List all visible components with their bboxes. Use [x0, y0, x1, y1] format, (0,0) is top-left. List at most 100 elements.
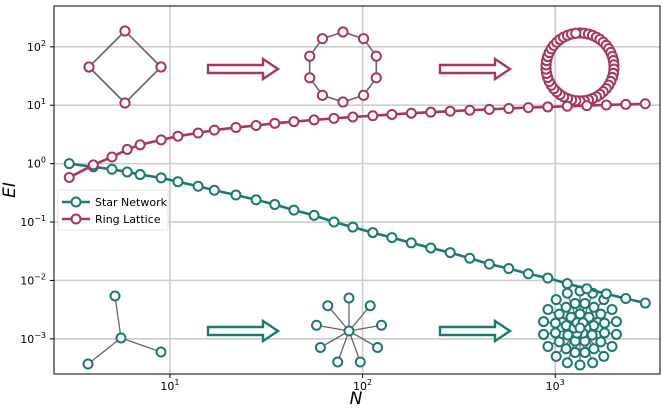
- data-point-star-network: [483, 258, 495, 270]
- series-layer: [63, 98, 651, 309]
- star-leaf-node: [588, 301, 600, 313]
- star-leaf-node: [561, 287, 573, 299]
- data-point-ring-lattice: [503, 102, 515, 114]
- data-point-ring-lattice: [444, 105, 456, 117]
- star-hub-node: [574, 322, 586, 334]
- star-leaf-node: [343, 292, 355, 304]
- data-point-ring-lattice: [155, 134, 167, 146]
- star-edge: [114, 295, 122, 339]
- data-point-ring-lattice: [87, 159, 99, 171]
- data-point-star-network: [367, 227, 379, 239]
- arrow-right-icon: [438, 318, 513, 344]
- data-point-ring-lattice: [230, 122, 242, 134]
- data-point-star-network: [405, 237, 417, 249]
- data-point-star-network: [208, 184, 220, 196]
- data-point-ring-lattice: [288, 116, 300, 128]
- plot-frame: [53, 5, 661, 375]
- star-hub-node: [115, 332, 127, 344]
- data-point-star-network: [134, 169, 146, 181]
- star-leaf-node: [587, 357, 599, 369]
- star-leaf-node: [549, 317, 561, 329]
- star-leaf-node: [579, 347, 591, 359]
- data-point-star-network: [155, 172, 167, 184]
- y-tick-label-5: 102: [27, 39, 46, 54]
- data-point-ring-lattice: [425, 106, 437, 118]
- legend-marker-ring-lattice: [70, 213, 82, 225]
- data-point-star-network: [121, 166, 133, 178]
- data-point-star-network: [425, 242, 437, 254]
- ring-node: [370, 50, 382, 62]
- data-point-ring-lattice: [106, 151, 118, 163]
- star-leaf-node: [538, 316, 550, 328]
- ring-node: [155, 61, 167, 73]
- star-leaf-node: [314, 342, 326, 353]
- data-point-star-network: [347, 221, 359, 233]
- star-leaf-node: [560, 301, 572, 313]
- network-illustrations: [82, 25, 622, 371]
- data-point-star-network: [522, 268, 534, 280]
- data-point-ring-lattice: [308, 114, 320, 126]
- data-point-star-network: [288, 204, 300, 216]
- data-point-star-network: [503, 263, 515, 275]
- data-point-ring-lattice: [367, 110, 379, 122]
- star-leaf-node: [574, 359, 586, 371]
- data-point-star-network: [328, 216, 340, 228]
- data-point-ring-lattice: [386, 108, 398, 120]
- data-point-star-network: [561, 278, 573, 290]
- ring-node: [316, 89, 329, 101]
- star-leaf-node: [332, 356, 344, 368]
- data-point-ring-lattice: [542, 101, 554, 113]
- star-leaf-node: [610, 316, 622, 328]
- x-tick-label-2: 103: [546, 378, 565, 393]
- data-point-ring-lattice: [328, 112, 340, 124]
- ring-node: [337, 26, 349, 38]
- star-leaf-node: [579, 297, 591, 309]
- star-leaf-node: [574, 308, 586, 320]
- data-point-star-network: [386, 232, 398, 244]
- x-axis-label: N: [350, 389, 363, 409]
- star-leaf-node: [311, 319, 323, 331]
- legend-label-ring-lattice: Ring Lattice: [95, 213, 161, 226]
- arrow-right-icon: [438, 56, 513, 82]
- star-leaf-node: [560, 343, 572, 355]
- star-leaf-node: [354, 356, 366, 368]
- star-leaf-node: [82, 358, 94, 370]
- star-leaf-node: [553, 336, 565, 348]
- star-edge: [348, 305, 371, 332]
- data-point-star-network: [250, 194, 262, 206]
- ring-edge: [124, 30, 162, 68]
- ring-node: [119, 97, 131, 109]
- y-axis-label: EI: [0, 182, 20, 198]
- data-point-star-network: [639, 297, 651, 309]
- data-point-ring-lattice: [600, 99, 612, 111]
- star-leaf-node: [610, 328, 622, 340]
- data-point-star-network: [444, 247, 456, 259]
- y-tick-label-0: 10−3: [20, 331, 46, 346]
- ring-node: [357, 33, 370, 45]
- star-leaf-node: [595, 308, 607, 320]
- ring-edge: [88, 30, 126, 68]
- arrow-right-icon: [206, 56, 281, 82]
- star-leaf-node: [569, 297, 581, 309]
- data-point-ring-lattice: [347, 111, 359, 123]
- ring-edge: [88, 66, 126, 104]
- star-leaf-node: [598, 350, 610, 362]
- data-point-ring-lattice: [639, 98, 651, 110]
- ring-node: [119, 25, 131, 37]
- data-point-ring-lattice: [483, 103, 495, 115]
- data-point-ring-lattice: [581, 100, 593, 112]
- data-point-ring-lattice: [269, 117, 281, 129]
- data-point-ring-lattice: [250, 119, 262, 131]
- data-point-ring-lattice: [63, 171, 75, 183]
- star-leaf-node: [569, 347, 581, 359]
- star-leaf-node: [606, 341, 618, 352]
- data-point-star-network: [230, 189, 242, 201]
- star-leaf-node: [550, 294, 562, 306]
- star-leaf-node: [364, 300, 376, 312]
- data-point-star-network: [106, 163, 118, 175]
- star-edge: [327, 305, 350, 332]
- x-tick-label-0: 101: [160, 378, 179, 393]
- star-leaf-node: [375, 319, 387, 331]
- star-leaf-node: [322, 300, 334, 312]
- legend-label-star-network: Star Network: [95, 196, 168, 209]
